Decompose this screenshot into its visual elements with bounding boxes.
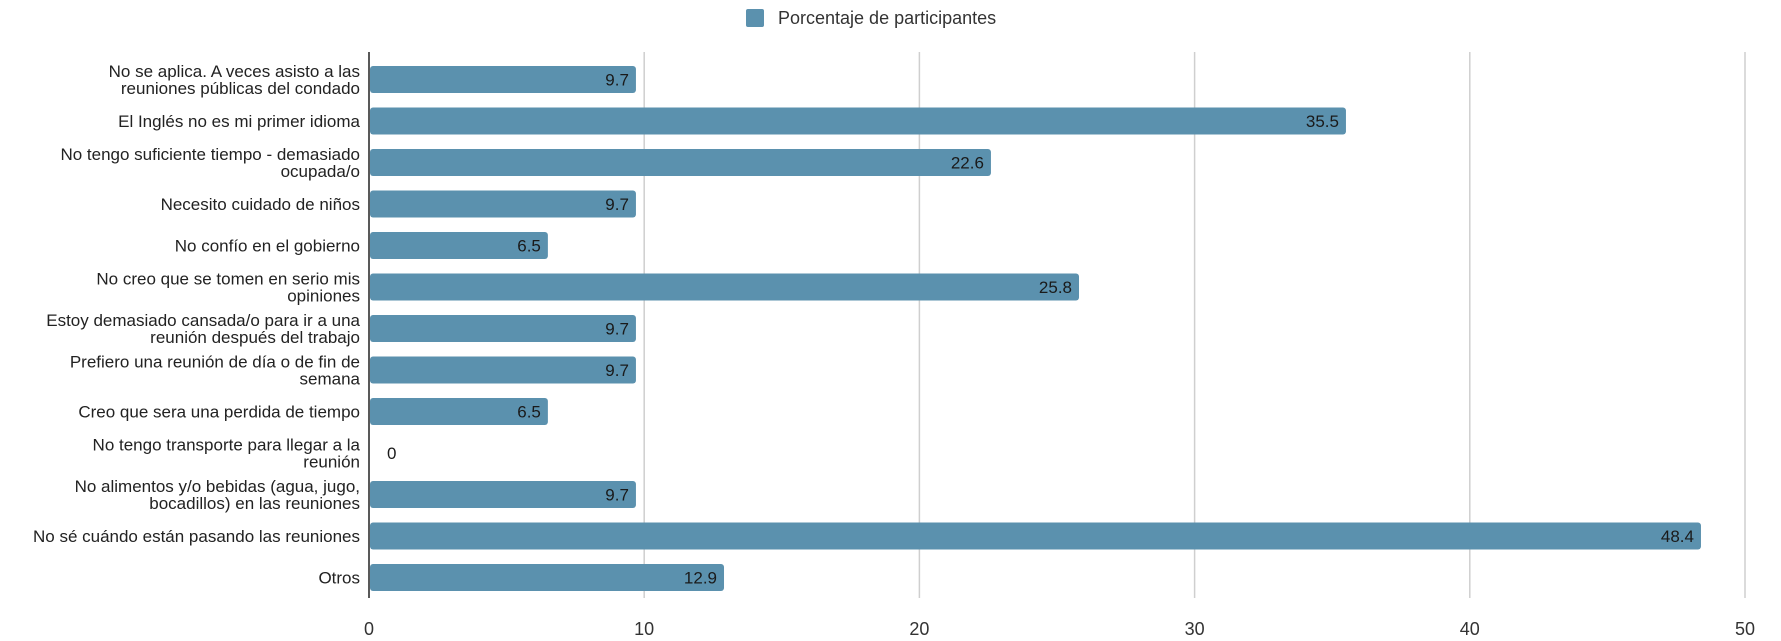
category-label: No se aplica. A veces asisto a lasreunio… [109,62,360,98]
bar-value-label: 6.5 [517,237,541,256]
category-label-line: reuniones públicas del condado [121,79,360,98]
category-label-line: No tengo suficiente tiempo - demasiado [60,145,360,164]
category-label-line: El Inglés no es mi primer idioma [118,112,360,131]
bar [370,190,636,218]
bar-value-label: 0 [387,444,396,463]
bar [370,232,548,259]
category-label-line: bocadillos) en las reuniones [149,494,360,513]
category-label-line: Necesito cuidado de niños [161,195,360,214]
category-label-line: No alimentos y/o bebidas (agua, jugo, [75,477,360,496]
legend-label: Porcentaje de participantes [778,8,996,28]
category-label-line: reunión después del trabajo [150,328,360,347]
category-label: No creo que se tomen en serio misopinion… [96,270,360,306]
category-label: No alimentos y/o bebidas (agua, jugo,boc… [75,477,360,513]
category-label-line: Otros [318,569,360,588]
x-tick-label: 40 [1460,619,1480,639]
category-label-line: ocupada/o [281,162,360,181]
category-label: Necesito cuidado de niños [161,195,360,214]
gridlines [643,52,1746,598]
bar [370,356,636,384]
bar [370,149,991,176]
x-tick-label: 0 [364,619,374,639]
bar-value-label: 9.7 [605,486,629,505]
bars [370,66,1701,591]
category-label: No sé cuándo están pasando las reuniones [33,527,360,546]
bar [370,107,1346,135]
bar [370,564,725,591]
bar-value-label: 35.5 [1306,112,1339,131]
category-label-line: reunión [303,453,360,472]
x-tick-label: 50 [1735,619,1755,639]
x-tick-label: 20 [909,619,929,639]
category-label-line: Creo que sera una perdida de tiempo [78,403,360,422]
category-label: No tengo transporte para llegar a lareun… [93,436,361,472]
category-label-line: Prefiero una reunión de día o de fin de [70,353,360,372]
bar [370,522,1701,550]
legend-swatch [746,9,764,27]
x-tick-label: 30 [1185,619,1205,639]
category-labels: No se aplica. A veces asisto a lasreunio… [33,62,361,588]
category-label: Estoy demasiado cansada/o para ir a unar… [46,311,360,347]
bar [370,66,636,93]
bar [370,398,548,425]
value-labels: 9.7 35.5 22.6 9.7 6.5 25.8 9.7 9.7 6.5 0 9.7 48.4 12… [387,71,1694,588]
bar [370,481,636,508]
bar-value-label: 12.9 [684,569,717,588]
category-label: No confío en el gobierno [175,237,360,256]
bar-value-label: 6.5 [517,403,541,422]
category-label-line: No confío en el gobierno [175,237,360,256]
category-label: Creo que sera una perdida de tiempo [78,403,360,422]
chart-legend: Porcentaje de participantes [746,8,996,28]
category-label: Prefiero una reunión de día o de fin des… [70,353,361,389]
category-label-line: opiniones [287,287,360,306]
bar-value-label: 9.7 [605,361,629,380]
category-label-line: No tengo transporte para llegar a la [93,436,361,455]
category-label: Otros [318,569,360,588]
bar [370,273,1080,301]
x-tick-labels: 0 10 20 30 40 50 [364,619,1755,639]
bar-value-label: 22.6 [951,154,984,173]
category-label-line: semana [300,370,361,389]
category-label-line: Estoy demasiado cansada/o para ir a una [46,311,360,330]
category-label: No tengo suficiente tiempo - demasiadooc… [60,145,360,181]
category-label-line: No sé cuándo están pasando las reuniones [33,527,360,546]
category-label-line: No se aplica. A veces asisto a las [109,62,360,81]
bar-value-label: 9.7 [605,320,629,339]
bar [370,315,636,342]
category-label-line: No creo que se tomen en serio mis [96,270,360,289]
bar-value-label: 9.7 [605,71,629,90]
bar-value-label: 25.8 [1039,278,1072,297]
bar-value-label: 48.4 [1661,527,1694,546]
category-label: El Inglés no es mi primer idioma [118,112,360,131]
bar-value-label: 9.7 [605,195,629,214]
x-tick-label: 10 [634,619,654,639]
